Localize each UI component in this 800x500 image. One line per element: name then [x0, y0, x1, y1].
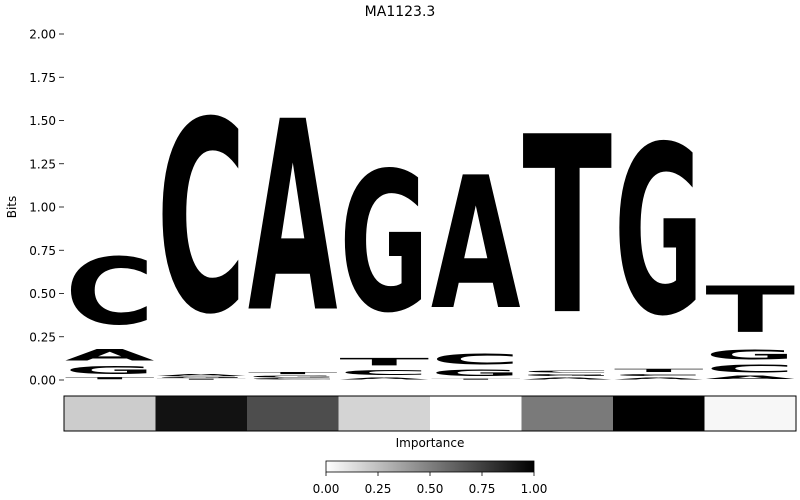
importance-cell-8	[704, 396, 797, 431]
colorbar-tick-label: 1.00	[521, 482, 548, 496]
y-axis-label: Bits	[5, 196, 19, 219]
importance-cell-2	[155, 396, 248, 431]
y-tick-label: 1.50	[29, 114, 56, 128]
colorbar-tick-label: 0.75	[469, 482, 496, 496]
logo-letter-C: C	[156, 67, 246, 372]
importance-cell-3	[247, 396, 339, 431]
y-tick-label: 0.00	[29, 374, 56, 388]
importance-strip	[63, 395, 797, 432]
logo-letter-G: G	[522, 373, 612, 376]
logo-letter-C: C	[705, 363, 795, 375]
logo-letter-T: T	[65, 377, 155, 380]
logo-letter-C: C	[431, 351, 521, 368]
logo-letter-A: A	[431, 138, 521, 350]
logo-letter-A: A	[156, 373, 246, 376]
importance-cell-4	[338, 396, 431, 431]
importance-colorbar	[325, 460, 535, 473]
importance-cell-5	[430, 396, 522, 431]
logo-letter-C: C	[522, 370, 612, 373]
logo-letter-A: A	[705, 375, 795, 380]
logo-letter-A: A	[614, 377, 704, 380]
logo-letter-A: A	[248, 65, 338, 370]
logo-letter-T: T	[339, 356, 429, 368]
logo-letter-C: C	[339, 368, 429, 377]
logo-letter-C: C	[248, 378, 338, 380]
importance-cell-1	[64, 396, 156, 431]
y-tick-label: 0.50	[29, 287, 56, 301]
logo-letter-G: G	[248, 375, 338, 378]
y-tick-label: 2.00	[29, 28, 56, 42]
y-tick-label: 1.75	[29, 71, 56, 85]
logo-letter-C: C	[614, 373, 704, 376]
importance-frame	[63, 395, 797, 432]
logo-letter-T: T	[431, 378, 521, 380]
logo-letter-G: G	[705, 347, 795, 362]
importance-label: Importance	[396, 436, 465, 450]
logo-letter-C: C	[65, 239, 155, 345]
logo-letter-T: T	[156, 378, 246, 380]
logo-letter-G: G	[65, 365, 155, 377]
importance-cell-6	[521, 396, 614, 431]
y-axis: 0.00 0.25 0.50 0.75 1.00 1.25 1.50 1.75 2.00	[29, 28, 64, 388]
logo-letter-T: T	[248, 371, 338, 374]
logo-letter-A: A	[522, 377, 612, 380]
colorbar-tick-label: 0.00	[313, 482, 340, 496]
logo-letter-T: T	[614, 368, 704, 373]
logo-letter-G: G	[614, 97, 704, 367]
logo-letter-G: G	[156, 377, 246, 379]
chart-title: MA1123.3	[365, 4, 436, 20]
y-tick-label: 0.75	[29, 244, 56, 258]
logo-letter-T: T	[705, 273, 795, 347]
y-tick-label: 1.25	[29, 157, 56, 171]
logo-letter-A: A	[339, 377, 429, 380]
y-tick-label: 0.25	[29, 330, 56, 344]
logo-letter-T: T	[522, 86, 612, 370]
colorbar-tick-label: 0.25	[365, 482, 392, 496]
colorbar-tick-label: 0.50	[417, 482, 444, 496]
colorbar-ticks: 0.00 0.25 0.50 0.75 1.00	[313, 472, 548, 496]
y-tick-label: 1.00	[29, 201, 56, 215]
logo-letter-G: G	[339, 131, 429, 355]
logo-letter-G: G	[431, 368, 521, 378]
importance-cell-7	[613, 396, 705, 431]
logo-letter-A: A	[65, 345, 155, 364]
